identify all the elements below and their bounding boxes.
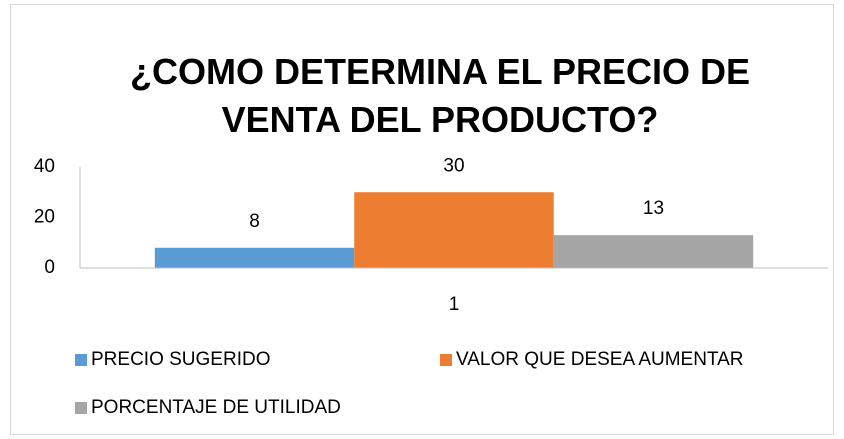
bar — [354, 192, 554, 268]
legend-label: PRECIO SUGERIDO — [91, 349, 270, 370]
y-tick-label: 40 — [34, 156, 55, 177]
bar — [154, 247, 355, 268]
legend-label: PORCENTAJE DE UTILIDAD — [91, 397, 341, 418]
data-label: 8 — [249, 211, 260, 232]
legend-label: VALOR QUE DESEA AUMENTAR — [456, 349, 744, 370]
legend-swatch — [75, 402, 87, 414]
bar — [553, 235, 754, 268]
data-label: 13 — [643, 198, 664, 219]
y-tick-label: 0 — [44, 257, 55, 278]
y-tick-label: 20 — [34, 207, 55, 228]
data-label: 30 — [443, 155, 464, 176]
x-tick-label: 1 — [449, 294, 460, 315]
legend-swatch — [75, 354, 87, 366]
legend-swatch — [440, 354, 452, 366]
chart-title: ¿COMO DETERMINA EL PRECIO DE VENTA DEL P… — [129, 51, 751, 140]
